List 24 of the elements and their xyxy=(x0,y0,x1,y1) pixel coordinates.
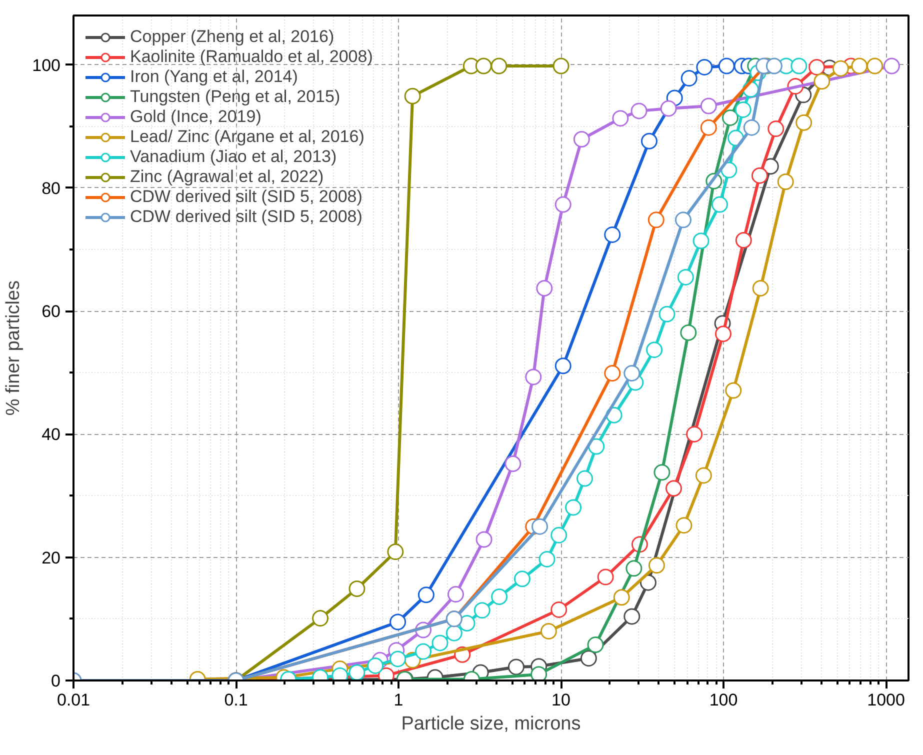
x-tick-label: 1000 xyxy=(867,690,905,710)
legend-label: Copper (Zheng et al, 2016) xyxy=(130,27,334,47)
x-tick-label: 0.01 xyxy=(56,690,90,710)
legend-label: CDW derived silt (SID 5, 2008) xyxy=(130,207,362,227)
y-axis-title: % finer particles xyxy=(3,280,24,416)
legend-label: Tungsten (Peng et al, 2015) xyxy=(130,87,340,107)
legend-label: Iron (Yang et al, 2014) xyxy=(130,67,298,87)
x-tick-label: 100 xyxy=(709,690,738,710)
y-tick-label: 20 xyxy=(42,548,61,568)
x-tick-label: 0.1 xyxy=(224,690,248,710)
legend-label: Zinc (Agrawal et al, 2022) xyxy=(130,167,324,187)
y-tick-label: 60 xyxy=(42,302,61,322)
legend-label: Gold (Ince, 2019) xyxy=(130,107,262,127)
x-axis-title: Particle size, microns xyxy=(401,714,581,734)
legend-label: Vanadium (Jiao et al, 2013) xyxy=(130,147,337,167)
legend-label: CDW derived silt (SID 5, 2008) xyxy=(130,187,362,207)
y-tick-label: 80 xyxy=(42,178,61,198)
legend-label: Lead/ Zinc (Argane et al, 2016) xyxy=(130,127,364,147)
y-tick-label: 0 xyxy=(51,672,61,690)
x-tick-label: 1 xyxy=(394,690,404,710)
y-tick-label: 40 xyxy=(42,425,61,444)
x-tick-label: 10 xyxy=(552,690,570,710)
y-tick-label: 100 xyxy=(32,56,61,75)
legend-label: Kaolinite (Ramualdo et al, 2008) xyxy=(130,47,373,67)
